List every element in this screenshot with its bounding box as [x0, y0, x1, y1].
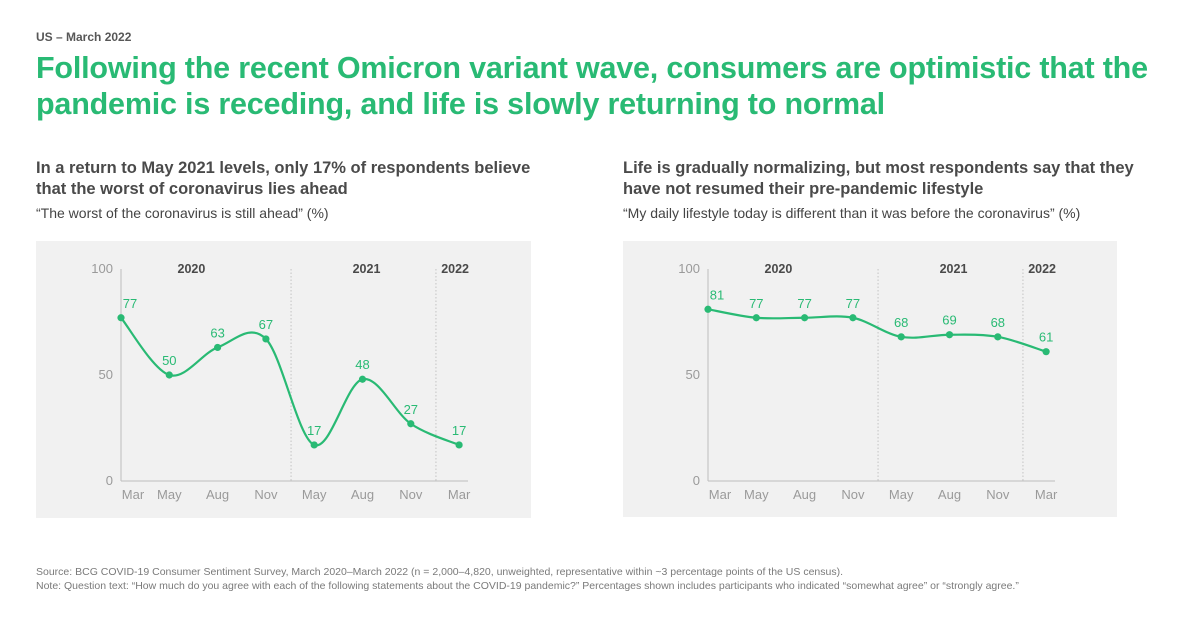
x-tick-label: Mar — [122, 487, 145, 502]
year-label: 2021 — [940, 262, 968, 276]
data-label: 17 — [452, 423, 466, 438]
data-label: 63 — [210, 325, 224, 340]
y-tick-label: 0 — [106, 473, 113, 488]
data-label: 68 — [991, 315, 1005, 330]
data-point — [704, 305, 712, 313]
chart-1-caption: “The worst of the coronavirus is still a… — [36, 205, 329, 221]
data-point — [752, 314, 760, 322]
x-tick-label: May — [302, 487, 327, 502]
data-label: 81 — [710, 287, 724, 302]
data-point — [849, 314, 857, 322]
year-label: 2020 — [765, 262, 793, 276]
x-tick-label: Aug — [351, 487, 374, 502]
x-tick-label: Aug — [206, 487, 229, 502]
data-label: 50 — [162, 353, 176, 368]
data-point — [310, 441, 318, 449]
data-label: 77 — [797, 296, 811, 311]
data-point — [1042, 348, 1050, 356]
data-label: 61 — [1039, 330, 1053, 345]
x-tick-label: May — [157, 487, 182, 502]
chart-2-caption: “My daily lifestyle today is different t… — [623, 205, 1081, 221]
y-tick-label: 100 — [91, 261, 113, 276]
data-point — [801, 314, 809, 322]
question-note: Note: Question text: “How much do you ag… — [36, 580, 1019, 592]
year-label: 2021 — [353, 262, 381, 276]
data-point — [994, 333, 1002, 341]
x-tick-label: Aug — [793, 487, 816, 502]
x-tick-label: Aug — [938, 487, 961, 502]
x-tick-label: Mar — [1035, 487, 1058, 502]
y-tick-label: 0 — [693, 473, 700, 488]
data-point — [897, 333, 905, 341]
y-tick-label: 50 — [686, 367, 700, 382]
source-note: Source: BCG COVID-19 Consumer Sentiment … — [36, 566, 843, 578]
data-label: 69 — [942, 313, 956, 328]
x-tick-label: May — [744, 487, 769, 502]
year-label: 2022 — [1028, 262, 1056, 276]
page-title: Following the recent Omicron variant wav… — [36, 51, 1148, 121]
x-tick-label: Nov — [399, 487, 423, 502]
year-label: 2022 — [441, 262, 469, 276]
data-label: 27 — [404, 402, 418, 417]
year-label: 2020 — [178, 262, 206, 276]
data-point — [117, 314, 125, 322]
chart-1-panel: 0 50 100 2020 2021 2022 Mar May Aug Nov May Aug Nov M… — [36, 241, 531, 518]
data-label: 77 — [749, 296, 763, 311]
data-label: 17 — [307, 423, 321, 438]
x-tick-label: Nov — [986, 487, 1010, 502]
data-point — [165, 371, 173, 379]
data-point — [358, 375, 367, 383]
data-point — [407, 420, 415, 428]
series-line — [707, 308, 1047, 353]
data-label: 67 — [259, 317, 273, 332]
data-point — [455, 441, 463, 449]
chart-2-svg: 0 50 100 2020 2021 2022 Mar May Aug Nov May Aug Nov M… — [678, 261, 1058, 502]
x-tick-label: Nov — [254, 487, 278, 502]
data-label: 77 — [123, 296, 137, 311]
series-line — [120, 317, 460, 447]
chart-1-svg: 0 50 100 2020 2021 2022 Mar May Aug Nov May Aug Nov M… — [91, 261, 471, 502]
chart-2-panel: 0 50 100 2020 2021 2022 Mar May Aug Nov May Aug Nov M… — [623, 241, 1117, 517]
chart-2-title: Life is gradually normalizing, but most … — [623, 159, 1134, 198]
y-tick-label: 100 — [678, 261, 700, 276]
data-point — [945, 331, 954, 339]
data-label: 68 — [894, 315, 908, 330]
x-tick-label: Nov — [841, 487, 865, 502]
eyebrow-label: US – March 2022 — [36, 30, 132, 44]
y-tick-label: 50 — [99, 367, 113, 382]
data-label: 48 — [355, 357, 369, 372]
x-tick-label: Mar — [709, 487, 732, 502]
x-tick-label: May — [889, 487, 914, 502]
data-point — [214, 343, 222, 352]
data-point — [262, 335, 270, 343]
chart-1-title: In a return to May 2021 levels, only 17%… — [36, 159, 531, 198]
data-label: 77 — [846, 296, 860, 311]
x-tick-label: Mar — [448, 487, 471, 502]
